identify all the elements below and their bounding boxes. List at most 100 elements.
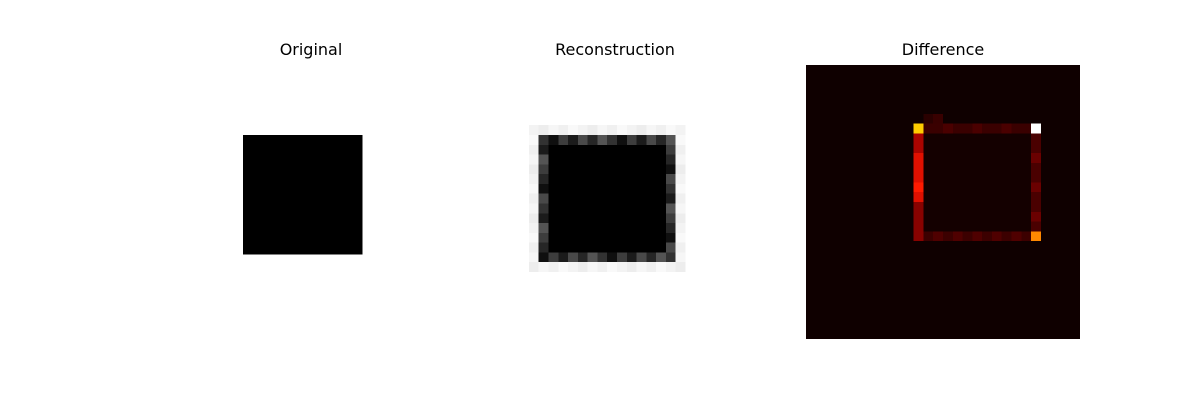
reconstruction-pixel <box>665 203 676 214</box>
halo-pixel <box>528 174 539 184</box>
reconstruction-pixel <box>568 174 578 184</box>
heatmap-cell <box>962 133 973 144</box>
reconstruction-pixel <box>587 164 598 175</box>
heatmap-cell <box>943 172 953 183</box>
heatmap-cell <box>1031 182 1041 193</box>
reconstruction-pixel <box>558 183 569 194</box>
reconstruction-pixel <box>646 203 657 214</box>
reconstruction-pixel <box>597 183 608 194</box>
reconstruction-pixel <box>607 144 617 155</box>
reconstruction-pixel <box>587 193 598 204</box>
reconstruction-pixel <box>587 223 598 233</box>
reconstruction-pixel <box>607 213 617 224</box>
reconstruction-pixel <box>568 183 578 194</box>
reconstruction-pixel <box>636 252 647 263</box>
heatmap-cell <box>972 133 983 144</box>
heatmap-cell <box>952 221 963 232</box>
reconstruction-pixel <box>568 154 578 165</box>
halo-pixel <box>577 125 588 135</box>
heatmap-cell <box>913 221 924 232</box>
heatmap-cell <box>991 162 1002 173</box>
heatmap-cell <box>1031 133 1041 144</box>
reconstruction-pixel <box>665 154 676 165</box>
halo-pixel <box>528 242 539 253</box>
reconstruction-pixel <box>538 242 549 253</box>
heatmap-cell <box>982 133 992 144</box>
reconstruction-pixel <box>558 252 569 263</box>
halo-pixel <box>587 125 598 135</box>
reconstruction-pixel <box>626 164 637 175</box>
reconstruction-pixel <box>568 193 578 204</box>
reconstruction-pixel <box>597 193 608 204</box>
reconstruction-pixel <box>636 203 647 214</box>
heatmap-cell <box>923 192 934 202</box>
heatmap-cell <box>913 231 924 242</box>
halo-pixel <box>558 125 569 135</box>
halo-pixel <box>568 125 578 135</box>
heatmap-cell <box>1011 123 1022 134</box>
halo-pixel <box>646 125 657 135</box>
heatmap-cell <box>991 133 1002 144</box>
heatmap-cell <box>982 231 992 242</box>
halo-pixel <box>646 262 657 272</box>
heatmap-cell <box>1011 231 1022 242</box>
heatmap-cell <box>952 192 963 202</box>
heatmap-cell <box>1001 143 1012 154</box>
heatmap-cell <box>1011 133 1022 144</box>
reconstruction-pixel <box>646 232 657 243</box>
panel-title-difference: Difference <box>901 40 985 59</box>
heatmap-cell <box>972 211 983 222</box>
reconstruction-pixel <box>577 144 588 155</box>
reconstruction-pixel <box>656 223 666 233</box>
reconstruction-pixel <box>656 242 666 253</box>
halo-pixel <box>528 154 539 165</box>
heatmap-cell <box>962 162 973 173</box>
reconstruction-pixel <box>656 183 666 194</box>
reconstruction-pixel <box>587 232 598 243</box>
heatmap-highlight-cell <box>1031 231 1041 242</box>
heatmap-cell <box>1001 162 1012 173</box>
heatmap-cell <box>923 172 934 183</box>
heatmap-cell <box>972 221 983 232</box>
reconstruction-pixel <box>597 223 608 233</box>
reconstruction-pixel <box>538 154 549 165</box>
heatmap-cell <box>962 211 973 222</box>
reconstruction-pixel <box>577 174 588 184</box>
reconstruction-pixel <box>548 183 559 194</box>
reconstruction-pixel <box>548 203 559 214</box>
heatmap-cell <box>913 192 924 202</box>
heatmap-cell <box>952 123 963 134</box>
reconstruction-pixel <box>587 154 598 165</box>
reconstruction-pixel <box>626 232 637 243</box>
reconstruction-pixel <box>577 213 588 224</box>
reconstruction-pixel <box>538 164 549 175</box>
reconstruction-pixel <box>607 242 617 253</box>
heatmap-cell <box>1031 162 1041 173</box>
halo-pixel <box>538 125 549 135</box>
heatmap-cell <box>982 143 992 154</box>
reconstruction-pixel <box>577 183 588 194</box>
reconstruction-pixel <box>607 232 617 243</box>
reconstruction-pixel <box>558 203 569 214</box>
halo-pixel <box>528 193 539 204</box>
heatmap-cell <box>1001 192 1012 202</box>
reconstruction-pixel <box>665 135 676 145</box>
heatmap-cell <box>952 143 963 154</box>
reconstruction-pixel <box>626 154 637 165</box>
heatmap-cell <box>933 211 943 222</box>
reconstruction-pixel <box>617 144 627 155</box>
reconstruction-pixel <box>656 164 666 175</box>
reconstruction-pixel <box>568 164 578 175</box>
halo-pixel <box>528 144 539 155</box>
halo-pixel <box>617 262 627 272</box>
heatmap-cell <box>933 133 943 144</box>
heatmap-cell <box>991 192 1002 202</box>
halo-pixel <box>558 262 569 272</box>
reconstruction-pixel <box>636 213 647 224</box>
reconstruction-pixel <box>558 223 569 233</box>
heatmap-cell <box>1011 192 1022 202</box>
heatmap-cell <box>982 153 992 163</box>
heatmap-cell <box>923 221 934 232</box>
halo-pixel <box>675 242 686 253</box>
halo-pixel <box>675 213 686 224</box>
